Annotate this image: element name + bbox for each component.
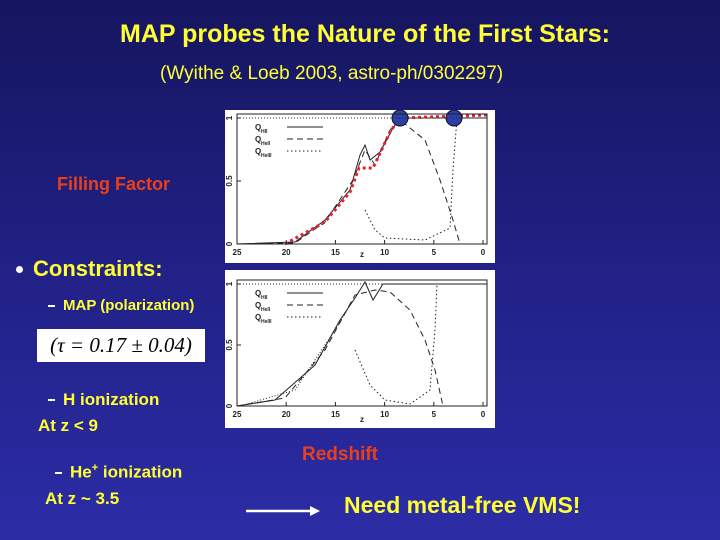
he-ionization: He+ ionization: [70, 462, 182, 483]
x-axis-label: z: [360, 415, 364, 424]
filling-factor: Filling Factor: [57, 174, 171, 194]
x-tick-label: 15: [331, 248, 340, 257]
x-tick-label: 5: [432, 248, 437, 257]
he-tail: ionization: [98, 462, 183, 482]
x-tick-label: 20: [282, 410, 291, 419]
x-tick-label: 10: [380, 410, 389, 419]
x-tick-label: 25: [233, 248, 242, 257]
bullet: [16, 266, 23, 273]
x-tick-label: 20: [282, 248, 291, 257]
legend-symbol: Q: [255, 313, 261, 322]
title: MAP probes the Nature of the First Stars…: [120, 20, 610, 48]
dash: [55, 472, 62, 474]
x-tick-label: 15: [331, 410, 340, 419]
y-tick-label: 0: [225, 403, 234, 408]
arrow: [246, 506, 320, 516]
dash: [48, 399, 55, 401]
plot-frame: [236, 279, 488, 407]
x-tick-label: 10: [380, 248, 389, 257]
legend-sub: HII: [261, 295, 268, 301]
dash: [48, 305, 55, 307]
plot-frame: [236, 113, 488, 245]
he-label: He: [70, 462, 92, 482]
subtitle: (Wyithe & Loeb 2003, astro-ph/0302297): [160, 63, 504, 84]
x-axis-label: z: [360, 250, 364, 259]
legend-symbol: Q: [255, 289, 261, 298]
x-tick-label: 0: [481, 410, 486, 419]
y-tick-label: 0: [225, 241, 234, 246]
legend-sub: HeII: [261, 307, 271, 313]
legend-sub: HeIII: [261, 153, 272, 159]
h-ionization: H ionization: [63, 390, 160, 409]
legend-symbol: Q: [255, 123, 261, 132]
conclusion: Need metal-free VMS!: [344, 492, 581, 518]
y-tick-label: 1: [225, 281, 234, 286]
y-tick-label: 0.5: [225, 175, 234, 187]
h-detail: At z < 9: [38, 416, 98, 435]
x-tick-label: 25: [233, 410, 242, 419]
legend-symbol: Q: [255, 135, 261, 144]
x-tick-label: 5: [432, 410, 437, 419]
redshift: Redshift: [302, 444, 378, 465]
legend-symbol: Q: [255, 301, 261, 310]
constraints-heading: Constraints:: [33, 256, 163, 281]
y-tick-label: 1: [225, 115, 234, 120]
x-tick-label: 0: [481, 248, 486, 257]
legend-sub: HeII: [261, 141, 271, 147]
tau-formula: (τ = 0.17 ± 0.04): [37, 329, 205, 362]
he-sup: +: [91, 462, 99, 474]
he-detail: At z ~ 3.5: [45, 489, 120, 508]
legend-sub: HeIII: [261, 319, 272, 325]
legend-sub: HII: [261, 129, 268, 135]
map-constraint: MAP (polarization): [63, 297, 195, 314]
y-tick-label: 0.5: [225, 339, 234, 351]
legend-symbol: Q: [255, 147, 261, 156]
